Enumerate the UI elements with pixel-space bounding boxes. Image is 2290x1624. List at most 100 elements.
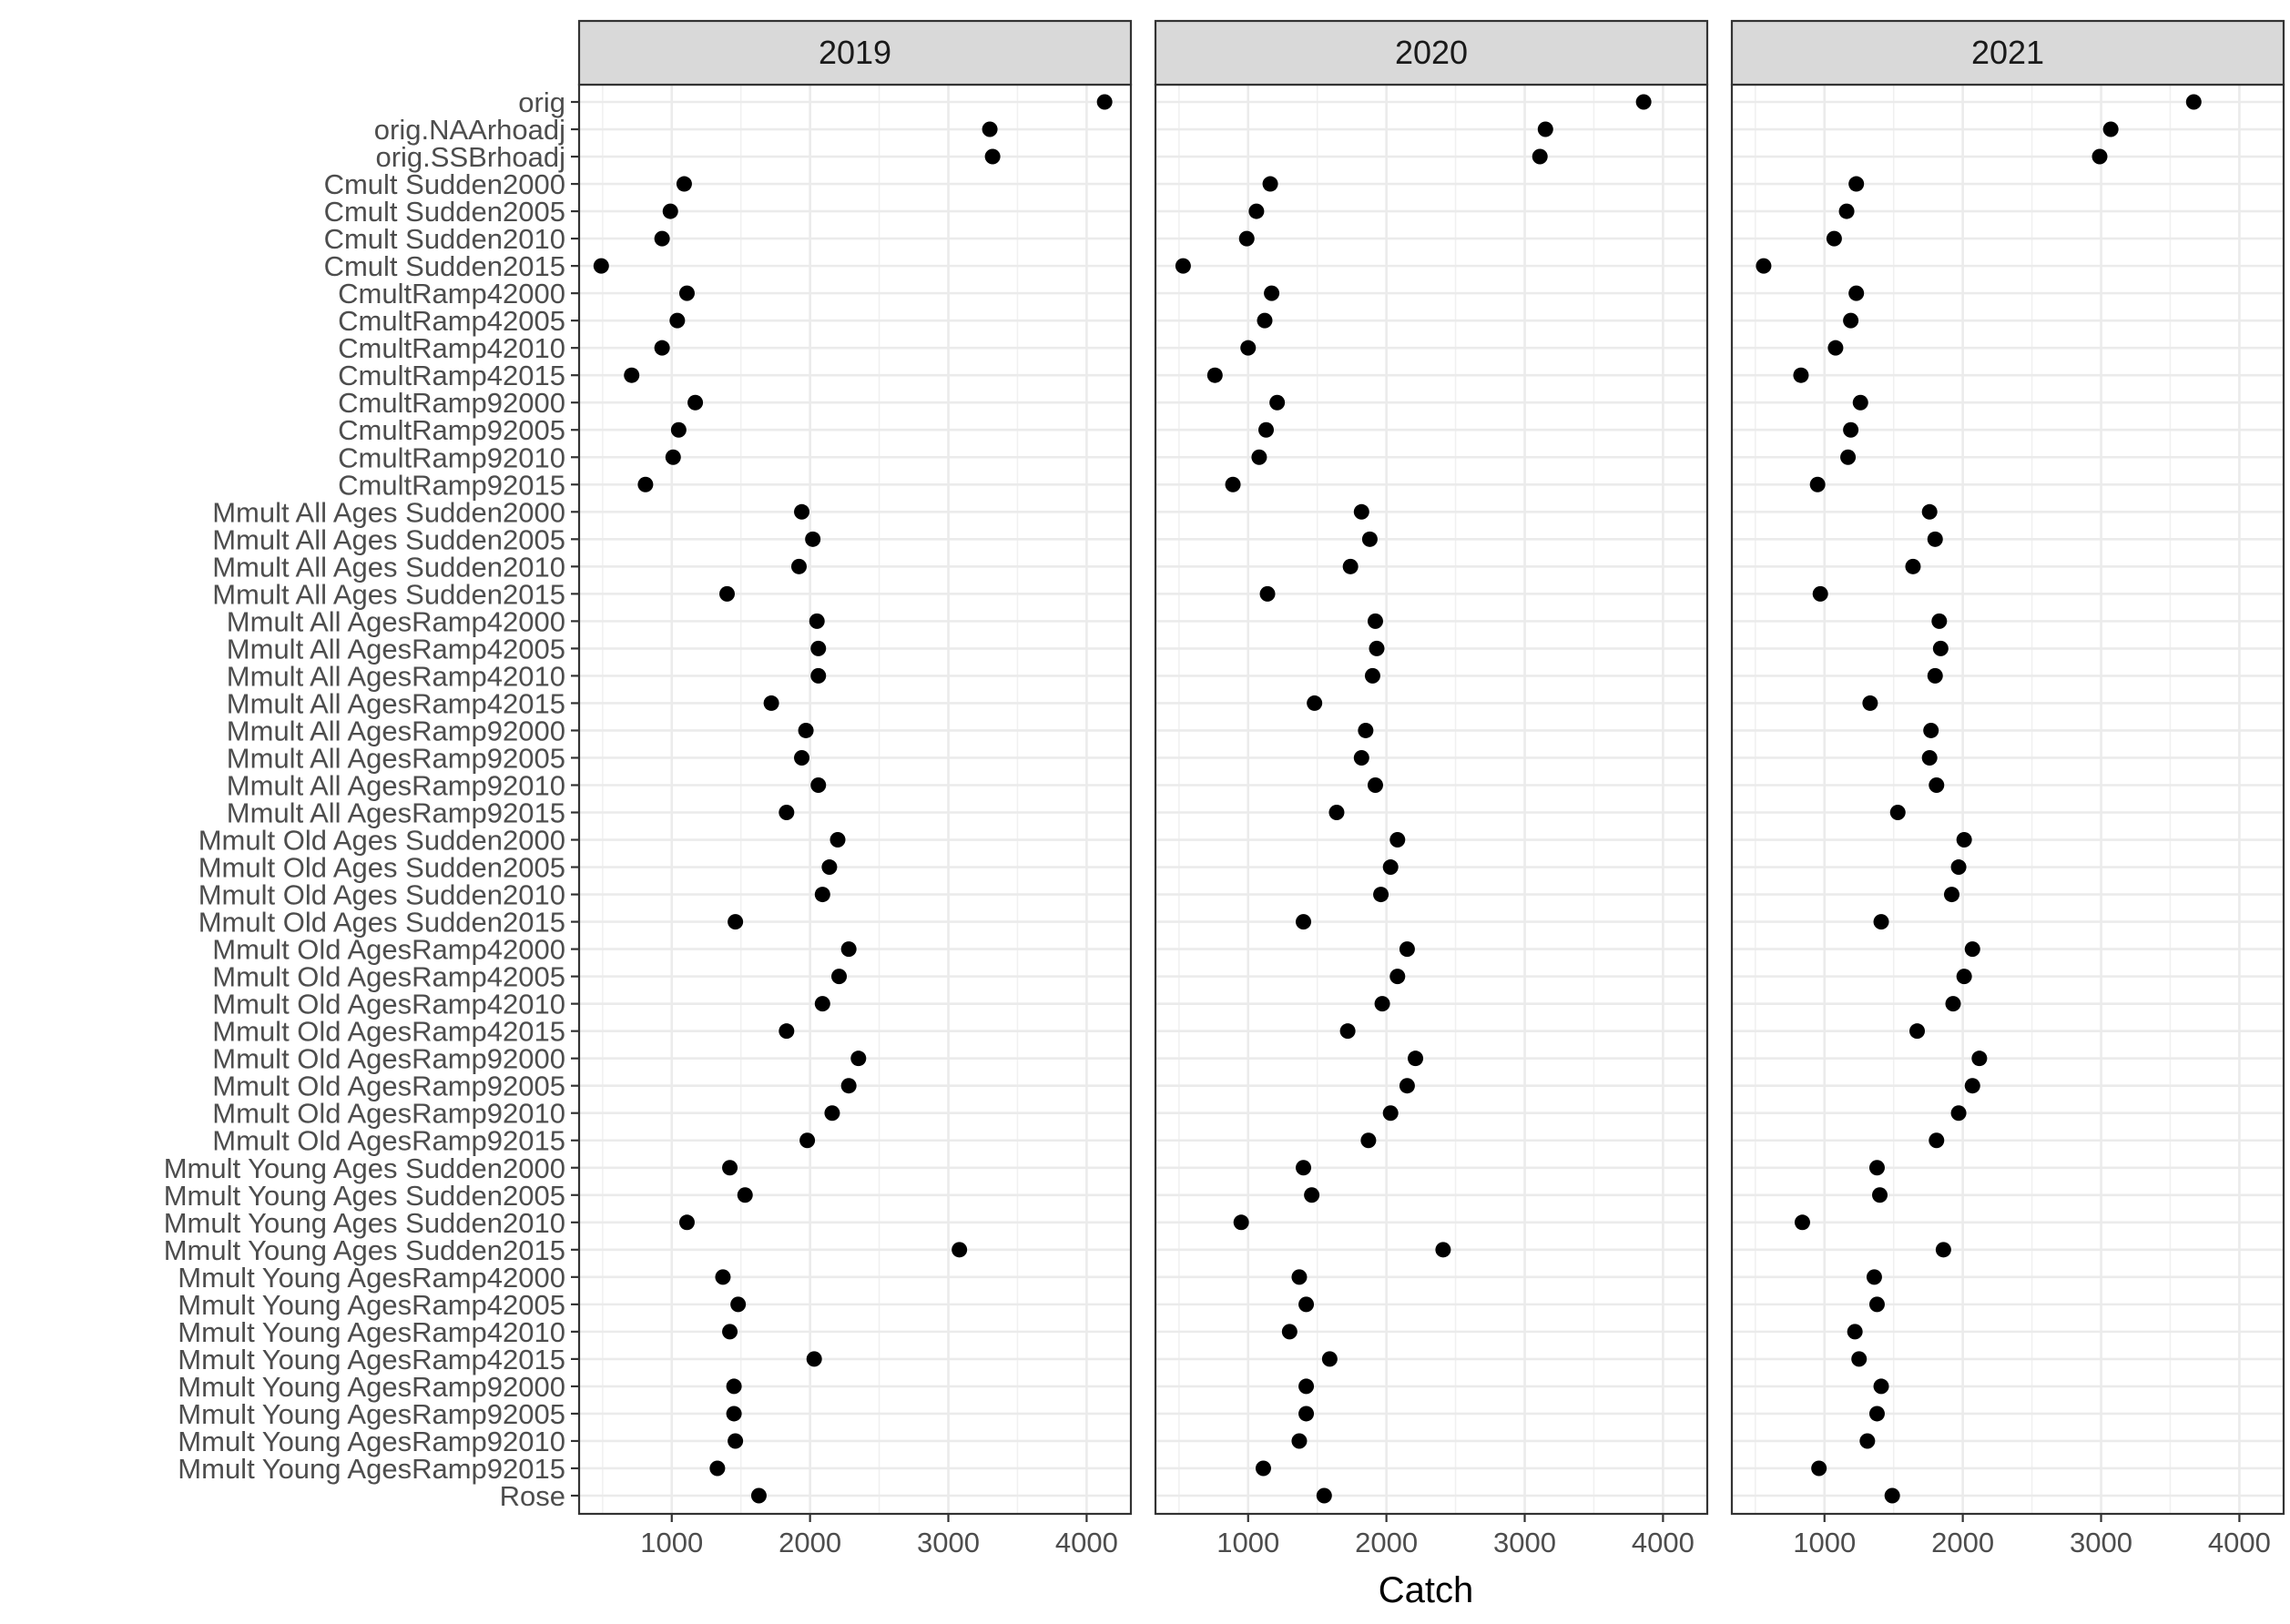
data-point xyxy=(1364,667,1380,684)
data-point xyxy=(821,859,838,876)
y-tick-label: Mmult Old AgesRamp42005 xyxy=(212,961,565,993)
facet-strip-label: 2020 xyxy=(1395,34,1468,71)
y-tick-label: Mmult Young Ages Sudden2005 xyxy=(164,1180,565,1212)
data-point xyxy=(1872,1187,1888,1203)
data-point xyxy=(1859,1433,1876,1449)
facet-strip-label: 2021 xyxy=(1971,34,2044,71)
y-tick-label: Mmult All AgesRamp92000 xyxy=(227,715,565,746)
data-point xyxy=(1353,503,1369,520)
data-point xyxy=(722,1324,738,1340)
data-point xyxy=(840,1078,857,1094)
data-point xyxy=(662,203,678,219)
data-point xyxy=(1360,1132,1377,1149)
data-point xyxy=(1258,421,1275,438)
data-point xyxy=(1307,695,1323,711)
facet-panel-2020: 2020 1000 2000 3000 4000 xyxy=(1154,19,1709,1558)
y-tick-label: Mmult Old AgesRamp42010 xyxy=(212,989,565,1020)
data-point xyxy=(1389,969,1406,985)
data-point xyxy=(730,1296,747,1313)
data-point xyxy=(728,914,744,930)
data-point xyxy=(805,531,821,547)
y-tick-label: Mmult Young AgesRamp92015 xyxy=(178,1453,565,1485)
y-tick-label: Mmult All Ages Sudden2005 xyxy=(212,523,565,555)
x-tick-label: 1000 xyxy=(640,1527,703,1558)
data-point xyxy=(1964,941,1980,958)
data-point xyxy=(1316,1487,1332,1504)
data-point xyxy=(814,996,830,1012)
data-point xyxy=(1206,367,1223,383)
y-tick-label: CmultRamp42010 xyxy=(338,332,565,364)
x-tick-label: 3000 xyxy=(2070,1527,2132,1558)
data-point xyxy=(1868,1296,1885,1313)
y-tick-label: orig xyxy=(518,86,565,118)
data-point xyxy=(750,1487,767,1504)
data-point xyxy=(669,312,686,329)
data-point xyxy=(1373,887,1389,903)
data-point xyxy=(1096,94,1113,110)
y-tick-label: CmultRamp92000 xyxy=(338,387,565,419)
data-point xyxy=(814,887,830,903)
y-tick-label: Mmult Young AgesRamp92010 xyxy=(178,1426,565,1457)
facet-strip xyxy=(577,19,1133,86)
y-tick-label: Mmult Old AgesRamp42015 xyxy=(212,1016,565,1048)
data-point xyxy=(829,832,846,848)
data-point xyxy=(794,749,810,766)
data-point xyxy=(1923,722,1939,738)
data-point xyxy=(790,558,807,574)
y-tick-label: Mmult Old AgesRamp42000 xyxy=(212,934,565,966)
data-point xyxy=(1342,558,1359,574)
data-point xyxy=(678,1214,695,1231)
data-point xyxy=(831,969,848,985)
data-point xyxy=(1408,1051,1424,1067)
data-point xyxy=(2092,148,2108,165)
data-point xyxy=(1956,969,1972,985)
data-point xyxy=(1361,531,1378,547)
data-point xyxy=(1240,340,1257,356)
data-point xyxy=(1811,1460,1827,1477)
y-tick-label: Mmult Old Ages Sudden2015 xyxy=(198,907,565,939)
data-point xyxy=(810,776,827,793)
data-point xyxy=(1339,1023,1356,1040)
data-point xyxy=(728,1433,744,1449)
data-point xyxy=(1304,1187,1320,1203)
y-tick-label: Cmult Sudden2005 xyxy=(324,196,565,228)
y-tick-label: Mmult Young AgesRamp42005 xyxy=(178,1289,565,1321)
data-point xyxy=(1353,749,1369,766)
data-point xyxy=(1298,1406,1315,1422)
data-point xyxy=(1964,1078,1980,1094)
data-point xyxy=(719,585,736,602)
x-tick-label: 1000 xyxy=(1793,1527,1856,1558)
data-point xyxy=(1389,832,1406,848)
data-point xyxy=(1756,258,1772,274)
data-point xyxy=(593,258,609,274)
data-point xyxy=(1848,176,1865,192)
data-point xyxy=(1262,176,1278,192)
data-point xyxy=(676,176,692,192)
data-point xyxy=(824,1105,840,1122)
data-point xyxy=(1374,996,1390,1012)
data-point xyxy=(810,640,827,656)
data-point xyxy=(799,1132,816,1149)
data-point xyxy=(1259,585,1276,602)
data-point xyxy=(1905,558,1921,574)
y-tick-label: Mmult Young AgesRamp92005 xyxy=(178,1398,565,1430)
data-point xyxy=(1873,1378,1889,1395)
data-point xyxy=(850,1051,867,1067)
data-point xyxy=(1291,1433,1308,1449)
x-tick-label: 3000 xyxy=(1493,1527,1556,1558)
data-point xyxy=(1328,805,1345,821)
data-point xyxy=(722,1160,738,1176)
facet-strip xyxy=(1730,19,2285,86)
y-tick-label: Mmult Young AgesRamp42010 xyxy=(178,1316,565,1348)
y-tick-label: Mmult All AgesRamp92010 xyxy=(227,769,565,801)
x-tick-label: 2000 xyxy=(1355,1527,1418,1558)
y-tick-label: Rose xyxy=(500,1480,565,1512)
facet-panel-2019: 2019 1000 2000 3000 4000 xyxy=(577,19,1133,1558)
y-tick-label: Mmult Old Ages Sudden2005 xyxy=(198,852,565,884)
y-tick-label: Mmult All Ages Sudden2010 xyxy=(212,551,565,583)
data-point xyxy=(1851,1351,1868,1367)
data-point xyxy=(1827,340,1844,356)
data-point xyxy=(1868,1160,1885,1176)
x-axis-title: Catch xyxy=(1379,1570,1474,1610)
